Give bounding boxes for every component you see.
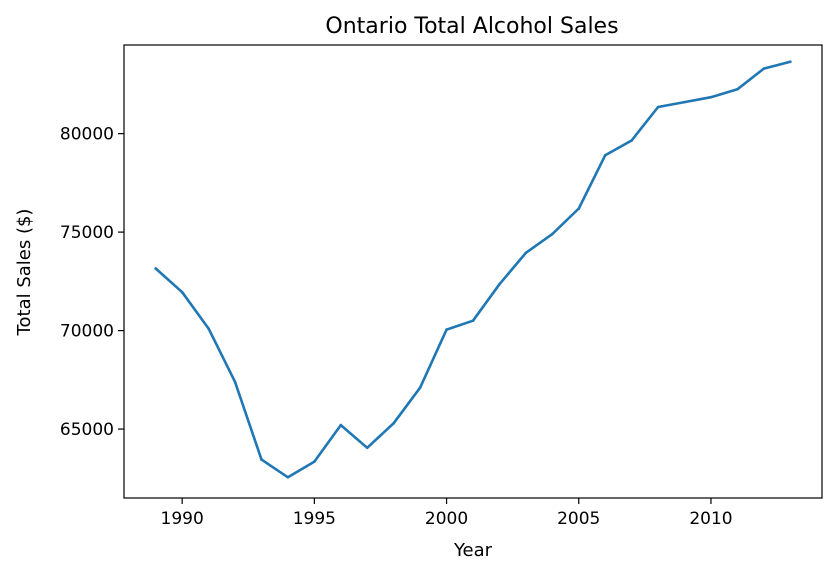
data-point [603,154,607,157]
x-tick-label: 1990 [161,509,204,529]
data-point [577,207,581,210]
y-tick-label: 65000 [60,420,114,440]
data-point [180,290,184,294]
data-point [365,446,369,450]
data-point [207,327,210,330]
data-point [762,67,766,70]
data-point [233,380,237,384]
data-point [656,105,660,109]
data-point [339,423,343,427]
chart-title: Ontario Total Alcohol Sales [325,14,618,39]
x-axis-label: Year [453,540,493,561]
data-point [260,458,263,461]
data-point [736,88,739,91]
series-line [154,60,792,479]
data-point [313,460,316,463]
series-layer [154,60,792,479]
x-tick-label: 2000 [425,509,468,529]
plot-area [123,44,823,499]
data-point [445,328,448,331]
y-tick-label: 70000 [60,322,114,342]
data-point [709,95,713,99]
y-axis: 65000 70000 75000 80000 [60,125,124,440]
data-point [498,283,501,286]
data-point [392,421,396,425]
data-point [789,60,792,63]
x-tick-label: 2010 [689,509,732,529]
y-tick-label: 80000 [60,125,114,145]
data-point [524,251,528,255]
x-tick-label: 2005 [557,509,600,529]
x-tick-label: 1995 [293,509,336,529]
data-point [630,139,633,142]
y-axis-label: Total Sales ($) [14,209,35,337]
data-point [683,100,686,104]
data-point [471,319,475,323]
x-axis: 1990 1995 2000 2005 2010 [161,498,733,529]
y-tick-label: 75000 [60,223,114,243]
data-point [551,232,554,236]
data-point [154,267,157,270]
data-point [418,386,422,390]
data-point [286,476,290,479]
